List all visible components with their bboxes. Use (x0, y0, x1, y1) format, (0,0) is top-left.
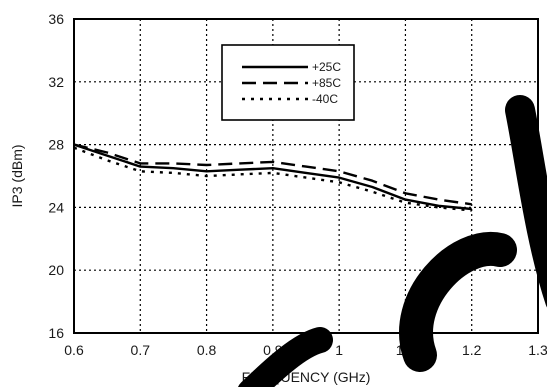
x-tick-label: 0.8 (197, 342, 217, 358)
y-tick-label: 20 (48, 262, 64, 278)
series-line-85c (73, 143, 472, 206)
series-layer (73, 143, 472, 212)
legend-label: +85C (312, 76, 341, 90)
watermark (238, 95, 547, 387)
y-tick-label: 32 (48, 74, 64, 90)
x-tick-label: 1 (335, 342, 343, 358)
x-tick-label: 1.2 (462, 342, 482, 358)
x-tick-labels: 0.6 0.7 0.8 0.9 1 1.1 1.2 1.3 (64, 342, 547, 358)
legend-label: +25C (312, 60, 341, 74)
legend-label: -40C (312, 92, 338, 106)
x-tick-label: 0.6 (64, 342, 84, 358)
series-line-25c (73, 143, 472, 211)
y-tick-label: 36 (48, 11, 64, 27)
y-axis-title: IP3 (dBm) (9, 144, 25, 207)
x-tick-label: 1.3 (528, 342, 547, 358)
y-tick-labels: 16 20 24 28 32 36 (48, 11, 64, 341)
y-tick-label: 24 (48, 199, 64, 215)
x-tick-label: 0.7 (131, 342, 151, 358)
y-tick-label: 28 (48, 137, 64, 153)
y-tick-label: 16 (48, 325, 64, 341)
legend: +25C +85C -40C (221, 44, 355, 121)
